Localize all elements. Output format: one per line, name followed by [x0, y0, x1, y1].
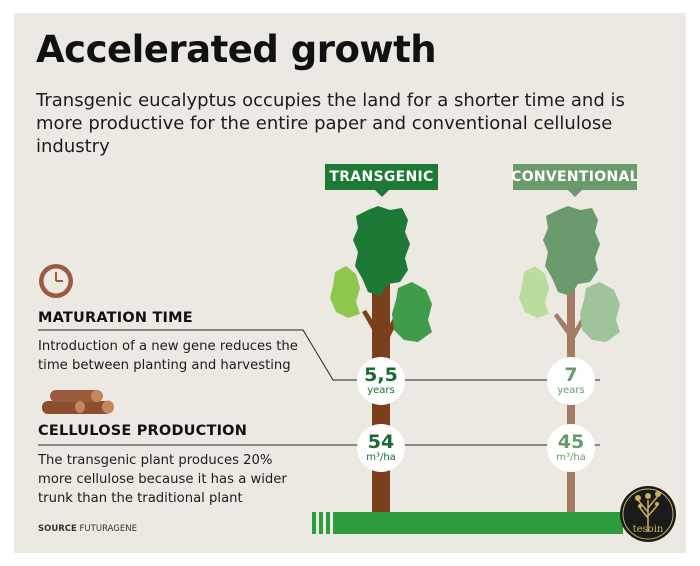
source-value: FUTURAGENE	[79, 524, 137, 534]
page-title: Accelerated growth	[36, 28, 437, 71]
value-number: 54	[367, 431, 395, 453]
maturation-conventional-value: 7 years	[547, 357, 595, 405]
maturation-text: Introduction of a new gene reduces the t…	[38, 339, 298, 373]
source-label: SOURCE	[38, 524, 77, 534]
value-unit: years	[367, 385, 395, 396]
maturation-transgenic-value: 5,5 years	[357, 357, 405, 405]
cellulose-conventional-value: 45 m³/ha	[547, 424, 595, 472]
page-subtitle: Transgenic eucalyptus occupies the land …	[36, 90, 625, 157]
value-unit: years	[557, 385, 585, 396]
value-unit: m³/ha	[556, 452, 586, 463]
logo-text: tesoin	[633, 524, 664, 535]
value-unit: m³/ha	[366, 452, 396, 463]
cellulose-transgenic-value: 54 m³/ha	[357, 424, 405, 472]
value-number: 7	[564, 364, 578, 386]
value-number: 5,5	[364, 364, 398, 386]
clock-icon	[39, 264, 73, 298]
ground-bar	[312, 512, 623, 534]
maturation-heading: MATURATION TIME	[38, 310, 193, 326]
source-credit: SOURCE FUTURAGENE	[38, 524, 137, 534]
transgenic-tree	[330, 206, 432, 512]
transgenic-label: TRANSGENIC	[325, 164, 438, 197]
conventional-label: CONVENTIONAL	[511, 164, 639, 197]
logs-icon	[42, 390, 114, 414]
cellulose-text: The transgenic plant produces 20% more c…	[38, 453, 287, 506]
value-number: 45	[557, 431, 585, 453]
cellulose-heading: CELLULOSE PRODUCTION	[38, 423, 248, 439]
tesoin-logo: tesoin	[620, 486, 676, 542]
maturation-connector-line	[38, 329, 600, 381]
